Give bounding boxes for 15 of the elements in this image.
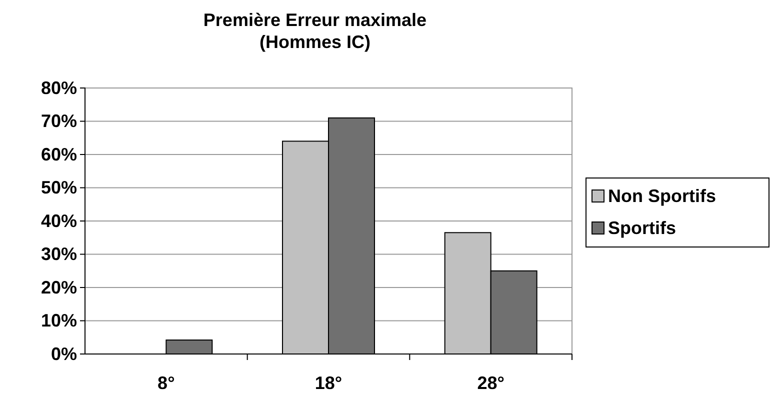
legend-label: Non Sportifs [608,186,716,206]
y-tick-label: 30% [40,244,77,264]
chart-title: Première Erreur maximale (Hommes IC) [203,10,427,52]
y-tick-label: 60% [40,144,77,164]
x-tick-label: 18° [314,372,342,393]
y-tick-label: 80% [40,78,77,98]
legend-label: Sportifs [608,218,676,238]
y-tick-label: 10% [40,310,77,331]
x-tick-label: 8° [158,372,175,393]
y-tick-label: 50% [40,178,77,198]
y-tick-label: 0% [50,344,77,364]
y-tick-label: 70% [40,111,77,132]
y-tick-label: 40% [40,210,77,231]
x-tick-label: 28° [477,372,504,393]
y-tick-label: 20% [40,277,77,298]
